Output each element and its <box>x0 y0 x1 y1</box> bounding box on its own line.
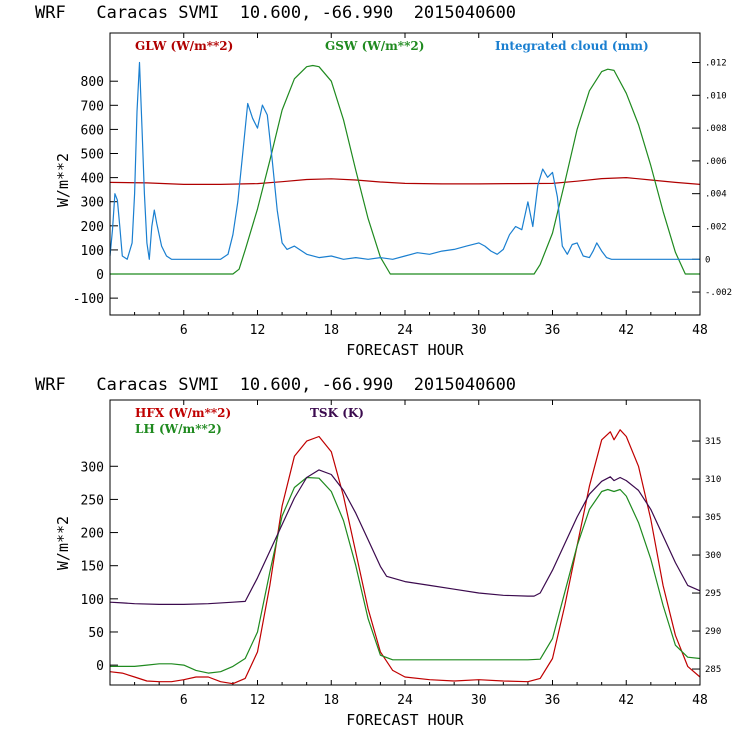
bottom-y2-tick-label: 310 <box>705 475 721 485</box>
bottom-y-tick-label: 150 <box>81 560 104 575</box>
bottom-y2-tick-label: 315 <box>705 437 721 447</box>
top-y-tick-label: 300 <box>81 196 104 211</box>
top-y2-tick-label: .006 <box>705 157 727 167</box>
top-x-tick-label: 12 <box>250 323 266 338</box>
top-x-tick-label: 42 <box>618 323 634 338</box>
top-y-tick-label: 500 <box>81 148 104 163</box>
bottom-y-tick-label: 250 <box>81 493 104 508</box>
top-x-tick-label: 30 <box>471 323 487 338</box>
top-y2-tick-label: .008 <box>705 124 727 134</box>
bottom-y-tick-label: 300 <box>81 460 104 475</box>
bottom-x-tick-label: 42 <box>618 693 634 708</box>
bottom-x-tick-label: 30 <box>471 693 487 708</box>
top-y-tick-label: 400 <box>81 172 104 187</box>
top-legend-cloud: Integrated cloud (mm) <box>495 39 649 53</box>
top-x-axis-label: FORECAST HOUR <box>346 341 464 359</box>
top-series-gsw-line <box>110 64 700 275</box>
bottom-legend-tsk: TSK (K) <box>310 406 364 420</box>
top-series-glw-line <box>109 177 701 185</box>
bottom-x-tick-label: 24 <box>397 693 413 708</box>
top-plot-frame <box>109 32 701 316</box>
bottom-series <box>109 429 701 685</box>
bottom-y-tick-label: 200 <box>81 527 104 542</box>
bottom-legend-hfx: HFX (W/m**2) <box>135 406 231 420</box>
top-x-tick-label: 24 <box>397 323 413 338</box>
top-y-tick-label: -100 <box>73 292 104 307</box>
top-y2-tick-label: .010 <box>705 91 727 101</box>
top-ticks: 6 12 18 24 30 36 42 48 -100 0 100 200 300 400 500 600 70… <box>73 33 732 338</box>
bottom-x-tick-label: 6 <box>180 693 188 708</box>
bottom-plot-frame <box>109 399 701 686</box>
bottom-x-tick-label: 36 <box>545 693 561 708</box>
bottom-y-tick-label: 100 <box>81 593 104 608</box>
top-legend-glw: GLW (W/m**2) <box>135 39 233 53</box>
top-y-axis-label: W/m**2 <box>54 153 72 207</box>
top-y-tick-label: 600 <box>81 123 104 138</box>
bottom-y-tick-label: 50 <box>88 626 104 641</box>
bottom-ticks: 6 12 18 24 30 36 42 48 0 50 100 150 200 250 300 285 290 2… <box>81 400 721 708</box>
top-y2-tick-label: -.002 <box>705 288 732 298</box>
top-chart-title: WRF Caracas SVMI 10.600, -66.990 2015040… <box>35 3 516 23</box>
top-legend-gsw: GSW (W/m**2) <box>325 39 424 53</box>
top-x-tick-label: 36 <box>545 323 561 338</box>
top-x-tick-label: 48 <box>692 323 708 338</box>
top-y2-tick-label: 0 <box>705 255 710 265</box>
top-y-tick-label: 100 <box>81 244 104 259</box>
top-y2-tick-label: .012 <box>705 59 727 69</box>
bottom-y-axis-label: W/m**2 <box>54 516 72 570</box>
bottom-x-tick-label: 12 <box>250 693 266 708</box>
top-x-tick-label: 18 <box>323 323 339 338</box>
top-y-tick-label: 0 <box>96 268 104 283</box>
bottom-series-lh-line <box>110 476 701 674</box>
bottom-y2-tick-label: 295 <box>705 589 721 599</box>
top-x-tick-label: 6 <box>180 323 188 338</box>
top-y-tick-label: 800 <box>81 75 104 90</box>
bottom-x-axis-label: FORECAST HOUR <box>346 711 464 729</box>
bottom-y2-tick-label: 285 <box>705 665 721 675</box>
bottom-y-tick-label: 0 <box>96 659 104 674</box>
top-y2-tick-label: .002 <box>705 222 727 232</box>
top-series-integrated-line <box>109 61 700 260</box>
bottom-legend-lh: LH (W/m**2) <box>135 422 222 436</box>
top-series <box>109 61 701 275</box>
bottom-x-tick-label: 48 <box>692 693 708 708</box>
bottom-series-tsk-line <box>109 469 701 606</box>
bottom-chart-title: WRF Caracas SVMI 10.600, -66.990 2015040… <box>35 375 516 395</box>
bottom-y2-tick-label: 300 <box>705 551 721 561</box>
top-y-tick-label: 700 <box>81 99 104 114</box>
bottom-y2-tick-label: 305 <box>705 513 721 523</box>
bottom-series-hfx-line <box>109 429 701 685</box>
top-y-tick-label: 200 <box>81 220 104 235</box>
bottom-y2-tick-label: 290 <box>705 627 721 637</box>
top-y2-tick-label: .004 <box>705 190 727 200</box>
bottom-x-tick-label: 18 <box>323 693 339 708</box>
